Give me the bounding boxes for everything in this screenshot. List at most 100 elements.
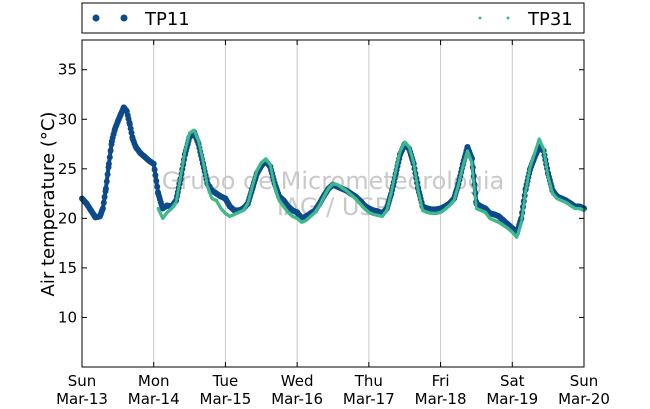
x-tick-date-label: Mar-16 [271, 390, 323, 408]
x-tick-day-label: Sun [68, 372, 97, 390]
data-point-tp11 [107, 147, 114, 154]
data-point-tp31 [523, 196, 527, 200]
data-point-tp31 [175, 194, 179, 198]
plot-frame [81, 39, 585, 368]
data-point-tp11 [106, 154, 113, 161]
data-point-tp31 [413, 171, 417, 176]
data-point-tp31 [528, 167, 532, 171]
x-tick-date-label: Mar-17 [343, 390, 395, 408]
data-point-tp11 [105, 160, 112, 167]
data-point-tp31 [520, 216, 524, 220]
data-point-tp31 [420, 204, 424, 208]
data-point-tp31 [543, 158, 548, 162]
x-tick-date-label: Mar-19 [486, 390, 538, 408]
data-point-tp31 [525, 182, 529, 187]
data-point-tp31 [197, 142, 201, 146]
data-point-tp31 [414, 175, 418, 179]
legend-entry-tp11: TP11 [92, 9, 190, 30]
axis-ticks [81, 40, 585, 367]
data-point-tp31 [417, 191, 421, 195]
y-tick-label: 20 [58, 209, 77, 227]
data-point-tp31 [178, 181, 182, 185]
data-point-tp31 [543, 154, 547, 158]
data-point-tp31 [202, 165, 206, 170]
plot-area: Grupo de Micrometeorologia IAG / USP [79, 39, 587, 368]
data-point-tp31 [418, 199, 423, 203]
data-point-tp31 [470, 167, 475, 171]
data-point-tp11 [100, 199, 107, 206]
data-point-tp31 [459, 171, 463, 175]
data-point-tp31 [456, 183, 461, 187]
data-series [79, 104, 587, 239]
data-point-tp31 [545, 168, 549, 172]
data-point-tp31 [180, 165, 184, 169]
legend-marker-tp31-b [506, 16, 510, 20]
data-point-tp31 [391, 182, 395, 186]
data-point-tp31 [458, 178, 462, 182]
data-point-tp31 [524, 189, 528, 193]
data-point-tp31 [397, 154, 401, 158]
data-point-tp31 [390, 188, 394, 192]
data-point-tp31 [202, 162, 206, 166]
data-point-tp31 [198, 144, 202, 148]
data-point-tp31 [394, 166, 398, 170]
data-point-tp31 [418, 196, 422, 200]
data-point-tp31 [472, 184, 476, 188]
data-point-tp31 [459, 173, 463, 177]
data-point-tp31 [396, 159, 400, 163]
data-point-tp31 [395, 161, 400, 165]
x-tick-date-label: Mar-14 [128, 390, 180, 408]
data-point-tp31 [270, 174, 275, 178]
data-point-tp31 [390, 185, 394, 189]
y-tick-label: 10 [58, 308, 77, 326]
data-point-tp11 [104, 171, 111, 178]
x-tick-day-label: Wed [281, 372, 314, 390]
legend-frame [81, 2, 585, 34]
data-point-tp31 [392, 179, 396, 183]
data-point-tp31 [416, 189, 420, 193]
data-point-tp11 [154, 183, 161, 190]
data-point-tp31 [471, 172, 475, 177]
legend-marker-tp11-a [92, 14, 100, 22]
data-point-tp31 [415, 182, 419, 186]
data-point-tp31 [417, 194, 421, 198]
data-point-tp31 [457, 180, 461, 184]
data-point-tp31 [416, 186, 420, 190]
data-point-tp31 [525, 179, 530, 184]
data-point-tp11 [103, 178, 110, 185]
data-point-tp31 [181, 162, 185, 166]
data-point-tp31 [413, 168, 417, 172]
data-point-tp31 [520, 212, 525, 216]
x-tick-day-label: Mon [138, 372, 170, 390]
data-point-tp31 [203, 172, 207, 176]
data-point-tp31 [522, 200, 526, 204]
data-point-tp31 [521, 204, 526, 208]
x-tick-day-label: Tue [212, 372, 239, 390]
data-point-tp31 [183, 152, 187, 156]
data-point-tp31 [394, 169, 398, 173]
data-point-tp31 [268, 163, 272, 167]
data-point-tp31 [175, 197, 179, 201]
data-point-tp11 [151, 166, 158, 173]
data-point-tp11 [153, 178, 160, 184]
series-tp31 [156, 128, 586, 239]
data-point-tp31 [270, 171, 274, 175]
data-point-tp31 [523, 192, 527, 196]
legend-marker-tp31-a [478, 16, 482, 20]
data-point-tp31 [544, 161, 548, 165]
data-point-tp31 [200, 154, 204, 158]
data-point-tp31 [542, 151, 546, 155]
data-point-tp31 [458, 175, 462, 179]
data-point-tp11 [152, 172, 159, 179]
data-point-tp11 [99, 205, 106, 212]
data-point-tp31 [526, 176, 530, 180]
data-point-tp31 [271, 177, 275, 181]
y-tick-label: 30 [58, 110, 77, 128]
data-point-tp31 [460, 168, 464, 172]
data-point-tp31 [199, 149, 203, 153]
grid-lines [153, 40, 513, 367]
legend: TP11 TP31 [81, 2, 585, 34]
data-point-tp31 [203, 169, 207, 173]
data-point-tp31 [201, 159, 205, 163]
